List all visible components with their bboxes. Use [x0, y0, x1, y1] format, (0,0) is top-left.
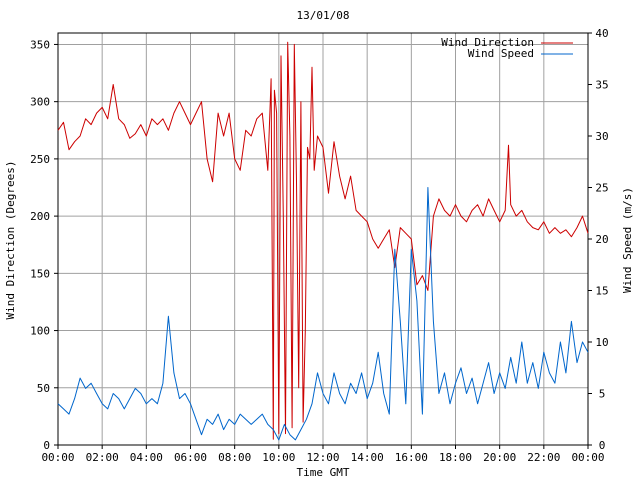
y-right-tick-label: 10 — [595, 336, 608, 349]
x-tick-label: 16:00 — [395, 451, 428, 464]
y-left-tick-label: 350 — [30, 38, 50, 51]
y-left-axis-label: Wind Direction (Degrees) — [4, 161, 17, 320]
y-right-tick-label: 20 — [595, 233, 608, 246]
x-tick-label: 04:00 — [130, 451, 163, 464]
x-tick-label: 22:00 — [527, 451, 560, 464]
x-tick-label: 02:00 — [86, 451, 119, 464]
y-right-tick-label: 5 — [599, 388, 606, 401]
x-tick-label: 00:00 — [41, 451, 74, 464]
x-axis-label: Time GMT — [297, 466, 350, 479]
x-tick-label: 06:00 — [174, 451, 207, 464]
x-tick-label: 12:00 — [306, 451, 339, 464]
x-tick-label: 10:00 — [262, 451, 295, 464]
x-tick-label: 00:00 — [571, 451, 604, 464]
series-layer — [57, 41, 589, 441]
legend: Wind Direction Wind Speed — [441, 36, 573, 60]
y-left-tick-label: 150 — [30, 267, 50, 280]
y-right-tick-label: 30 — [595, 130, 608, 143]
legend-label-wind-direction: Wind Direction — [441, 36, 534, 49]
chart-title: 13/01/08 — [297, 9, 350, 22]
y-right-tick-label: 0 — [599, 439, 606, 452]
x-tick-label: 18:00 — [439, 451, 472, 464]
series-line-wind-direction — [57, 41, 589, 440]
x-tick-label: 14:00 — [351, 451, 384, 464]
y-right-axis-ticks: 0 5 10 15 20 25 30 35 40 — [588, 27, 609, 452]
y-left-tick-label: 100 — [30, 325, 50, 338]
y-right-tick-label: 25 — [595, 182, 608, 195]
x-tick-label: 08:00 — [218, 451, 251, 464]
y-right-tick-label: 15 — [595, 285, 608, 298]
series-line-wind-speed — [57, 187, 589, 441]
x-axis-ticks: 00:00 02:00 04:00 06:00 08:00 10:00 12:00 14:00… — [41, 445, 605, 464]
y-right-axis-label: Wind Speed (m/s) — [621, 187, 634, 293]
grid-lines — [58, 33, 588, 445]
y-right-tick-label: 40 — [595, 27, 608, 40]
x-tick-label: 20:00 — [483, 451, 516, 464]
legend-label-wind-speed: Wind Speed — [468, 47, 534, 60]
y-left-axis-ticks: 0 50 100 150 200 250 300 350 — [30, 38, 58, 452]
y-left-tick-label: 0 — [43, 439, 50, 452]
y-left-tick-label: 50 — [37, 382, 50, 395]
y-left-tick-label: 300 — [30, 96, 50, 109]
y-left-tick-label: 200 — [30, 210, 50, 223]
y-left-tick-label: 250 — [30, 153, 50, 166]
y-right-tick-label: 35 — [595, 79, 608, 92]
